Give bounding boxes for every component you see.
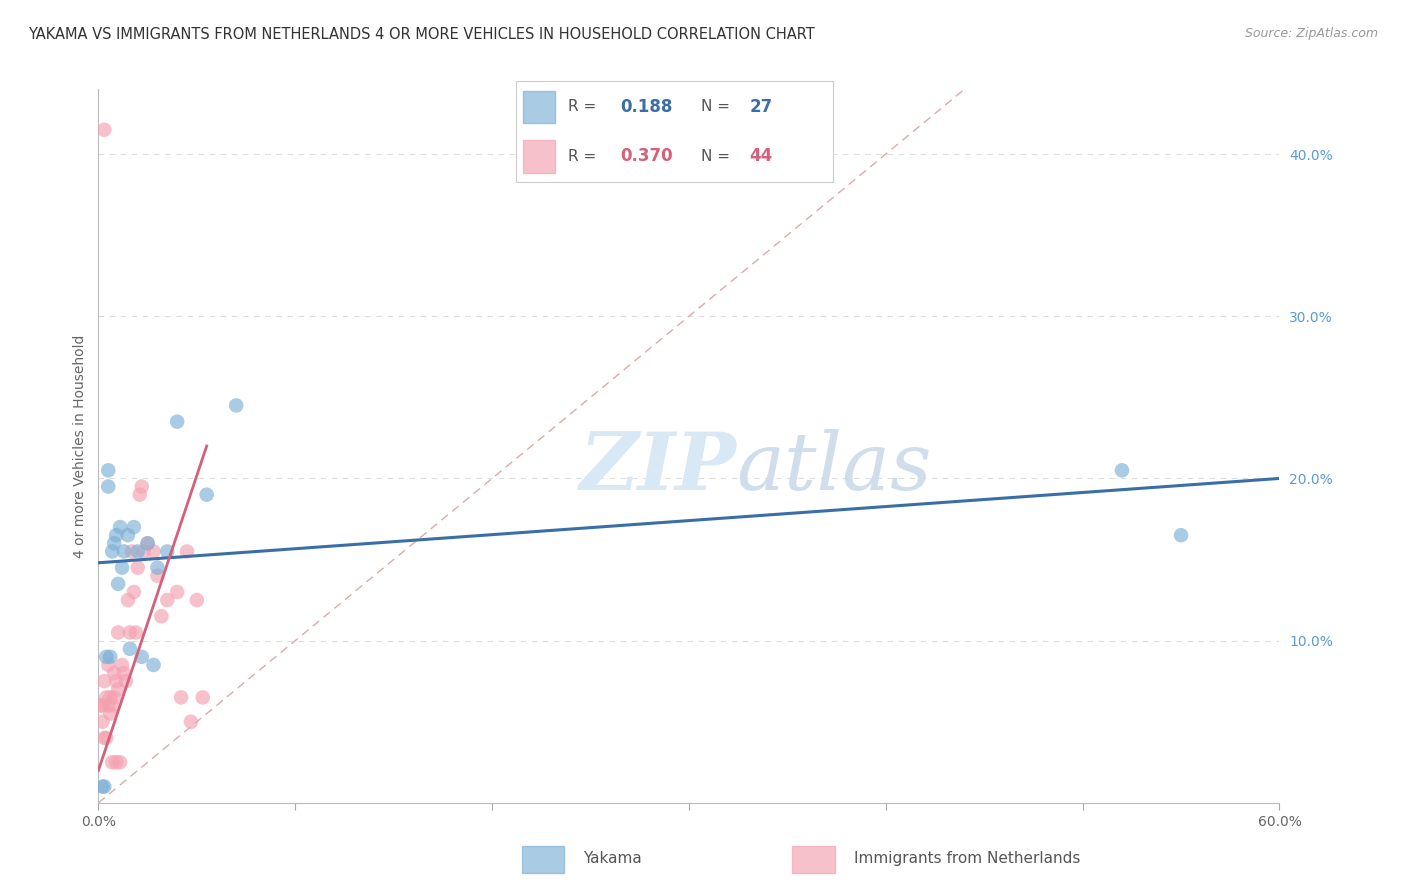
Point	[127, 544, 149, 558]
Point	[225, 399, 247, 413]
FancyBboxPatch shape	[522, 847, 564, 873]
Point	[105, 528, 128, 542]
Text: Source: ZipAtlas.com: Source: ZipAtlas.com	[1244, 27, 1378, 40]
Point	[131, 479, 153, 493]
FancyBboxPatch shape	[516, 81, 834, 182]
Point	[118, 625, 141, 640]
Point	[111, 560, 134, 574]
Text: N =: N =	[700, 99, 734, 114]
Point	[93, 731, 115, 745]
Point	[117, 528, 139, 542]
Text: 0.370: 0.370	[620, 147, 672, 165]
Point	[97, 463, 120, 477]
Point	[131, 649, 153, 664]
Point	[142, 544, 165, 558]
FancyBboxPatch shape	[793, 847, 835, 873]
Point	[156, 593, 179, 607]
Text: R =: R =	[568, 149, 602, 164]
Point	[195, 488, 218, 502]
Point	[1170, 528, 1192, 542]
Point	[118, 641, 141, 656]
Point	[89, 698, 111, 713]
Y-axis label: 4 or more Vehicles in Household: 4 or more Vehicles in Household	[73, 334, 87, 558]
Text: 27: 27	[749, 98, 772, 116]
Text: Yakama: Yakama	[583, 851, 643, 866]
FancyBboxPatch shape	[523, 91, 555, 123]
Point	[125, 625, 148, 640]
Point	[103, 690, 125, 705]
Point	[101, 544, 124, 558]
Point	[146, 568, 169, 582]
Point	[97, 479, 120, 493]
Point	[105, 674, 128, 689]
Point	[121, 544, 143, 558]
Point	[107, 577, 129, 591]
Text: 0.188: 0.188	[620, 98, 672, 116]
Point	[170, 690, 193, 705]
Point	[93, 674, 115, 689]
Point	[107, 625, 129, 640]
Point	[112, 544, 135, 558]
Point	[98, 690, 121, 705]
Text: R =: R =	[568, 99, 602, 114]
Point	[96, 731, 118, 745]
Point	[96, 690, 118, 705]
Point	[105, 756, 128, 770]
Text: Immigrants from Netherlands: Immigrants from Netherlands	[855, 851, 1081, 866]
Point	[98, 649, 121, 664]
Point	[176, 544, 198, 558]
Point	[156, 544, 179, 558]
Point	[96, 649, 118, 664]
Point	[107, 682, 129, 697]
Point	[180, 714, 202, 729]
Point	[1111, 463, 1133, 477]
Point	[128, 488, 150, 502]
Point	[112, 666, 135, 681]
Text: YAKAMA VS IMMIGRANTS FROM NETHERLANDS 4 OR MORE VEHICLES IN HOUSEHOLD CORRELATIO: YAKAMA VS IMMIGRANTS FROM NETHERLANDS 4 …	[28, 27, 815, 42]
Point	[98, 706, 121, 721]
Text: 44: 44	[749, 147, 772, 165]
FancyBboxPatch shape	[523, 140, 555, 173]
Point	[91, 714, 114, 729]
Point	[127, 560, 149, 574]
Point	[103, 666, 125, 681]
Point	[150, 609, 173, 624]
Text: N =: N =	[700, 149, 734, 164]
Point	[166, 415, 188, 429]
Point	[115, 674, 138, 689]
Point	[93, 122, 115, 136]
Point	[101, 756, 124, 770]
Point	[136, 536, 159, 550]
Text: atlas: atlas	[737, 429, 932, 506]
Point	[191, 690, 214, 705]
Text: ZIP: ZIP	[579, 429, 737, 506]
Point	[111, 657, 134, 672]
Point	[166, 585, 188, 599]
Point	[97, 698, 120, 713]
Point	[108, 520, 131, 534]
Point	[97, 657, 120, 672]
Point	[136, 536, 159, 550]
Point	[91, 698, 114, 713]
Point	[101, 698, 124, 713]
Point	[122, 520, 145, 534]
Point	[186, 593, 208, 607]
Point	[108, 756, 131, 770]
Point	[122, 585, 145, 599]
Point	[146, 560, 169, 574]
Point	[132, 544, 155, 558]
Point	[93, 780, 115, 794]
Point	[103, 536, 125, 550]
Point	[117, 593, 139, 607]
Point	[142, 657, 165, 672]
Point	[91, 780, 114, 794]
